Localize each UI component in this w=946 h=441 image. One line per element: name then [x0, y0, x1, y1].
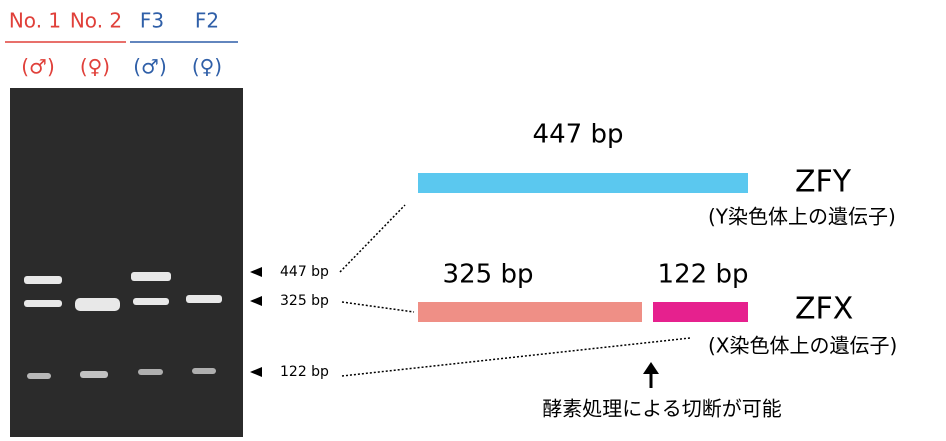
- band: [133, 298, 169, 305]
- zfx-bar-left: [418, 302, 642, 322]
- band: [186, 295, 222, 303]
- arrowhead: [643, 362, 659, 374]
- connector: [341, 337, 691, 377]
- band: [80, 371, 108, 378]
- bands: [24, 272, 222, 379]
- lane-name: F2: [195, 9, 219, 33]
- band-label: 122 bp: [280, 364, 329, 380]
- band: [75, 298, 120, 311]
- band: [138, 369, 163, 375]
- lane-name: No. 1: [9, 9, 61, 33]
- gene-name: ZFY: [795, 165, 852, 200]
- lane-sex: (♂): [133, 55, 167, 79]
- arrowhead: [250, 296, 262, 306]
- band-label: 447 bp: [280, 264, 329, 280]
- gene-description: (Y染色体上の遺伝子): [708, 205, 896, 229]
- gene-description: (X染色体上の遺伝子): [708, 334, 897, 358]
- connectors: [339, 204, 691, 377]
- lane-sex: (♀): [192, 55, 222, 79]
- connector: [339, 204, 406, 273]
- arrowhead: [250, 267, 262, 277]
- band: [27, 373, 51, 379]
- gel: [10, 88, 243, 437]
- band: [131, 272, 171, 281]
- lane-sex: (♂): [21, 55, 55, 79]
- size-label: 122 bp: [658, 260, 749, 290]
- lane-name: No. 2: [70, 9, 122, 33]
- band-label: 325 bp: [280, 293, 329, 309]
- size-label: 325 bp: [443, 260, 534, 290]
- lane-name: F3: [140, 9, 164, 33]
- gene-name: ZFX: [795, 292, 853, 327]
- zfy-bar: [418, 173, 748, 193]
- band: [24, 276, 62, 284]
- lane-sex: (♀): [80, 55, 110, 79]
- note: 酵素処理による切断が可能: [542, 397, 781, 421]
- connector: [341, 301, 415, 313]
- band: [192, 368, 216, 374]
- zfx-bar-right: [653, 302, 748, 322]
- arrowhead: [250, 367, 262, 377]
- size-label: 447 bp: [533, 120, 624, 150]
- band: [24, 300, 62, 307]
